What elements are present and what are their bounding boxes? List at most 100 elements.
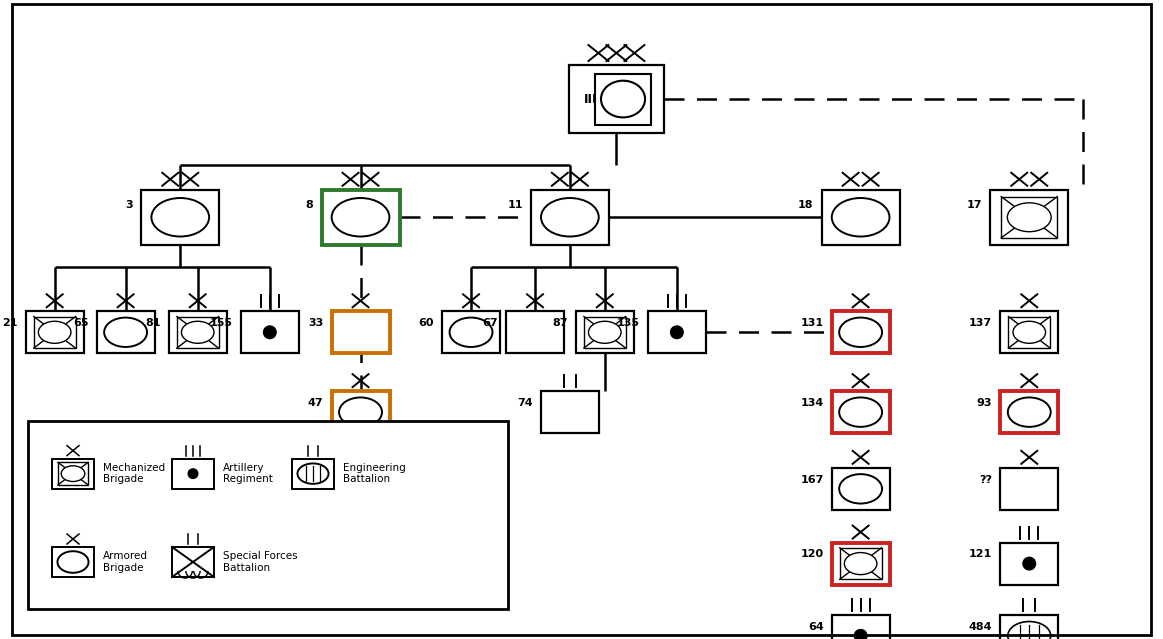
Text: 47: 47 bbox=[308, 398, 323, 408]
Ellipse shape bbox=[832, 198, 890, 236]
Text: 8: 8 bbox=[306, 200, 314, 210]
Bar bbox=[442, 311, 500, 353]
Bar bbox=[1008, 316, 1050, 348]
Bar bbox=[34, 316, 76, 348]
Bar bbox=[97, 311, 155, 353]
Bar bbox=[506, 311, 564, 353]
Bar bbox=[321, 190, 400, 245]
Ellipse shape bbox=[331, 198, 390, 236]
Text: 81: 81 bbox=[145, 318, 160, 328]
Ellipse shape bbox=[1008, 397, 1050, 427]
Ellipse shape bbox=[1008, 622, 1050, 639]
Bar bbox=[832, 468, 890, 510]
Text: 21: 21 bbox=[2, 318, 17, 328]
Bar bbox=[1001, 197, 1057, 238]
Bar bbox=[530, 190, 609, 245]
Text: 137: 137 bbox=[969, 318, 992, 328]
Text: 155: 155 bbox=[209, 318, 233, 328]
Bar bbox=[832, 543, 890, 585]
Ellipse shape bbox=[840, 397, 882, 427]
Circle shape bbox=[1023, 557, 1035, 570]
Ellipse shape bbox=[340, 397, 381, 427]
Ellipse shape bbox=[844, 553, 877, 574]
Text: ??: ?? bbox=[979, 475, 992, 484]
Ellipse shape bbox=[450, 318, 492, 347]
Text: III: III bbox=[584, 93, 598, 105]
Bar bbox=[1000, 468, 1058, 510]
Bar bbox=[177, 316, 219, 348]
Bar bbox=[990, 190, 1069, 245]
Ellipse shape bbox=[840, 474, 882, 504]
Ellipse shape bbox=[541, 198, 599, 236]
Ellipse shape bbox=[298, 463, 328, 484]
Bar bbox=[331, 468, 390, 510]
Circle shape bbox=[855, 629, 866, 639]
Text: 45: 45 bbox=[308, 475, 323, 484]
Text: 121: 121 bbox=[969, 550, 992, 559]
Text: Artillery
Regiment: Artillery Regiment bbox=[223, 463, 273, 484]
Ellipse shape bbox=[57, 551, 88, 573]
Ellipse shape bbox=[62, 466, 85, 482]
Text: 131: 131 bbox=[800, 318, 823, 328]
Text: 11: 11 bbox=[507, 200, 523, 210]
Bar bbox=[648, 311, 706, 353]
Text: 484: 484 bbox=[969, 622, 992, 631]
Text: 74: 74 bbox=[518, 398, 533, 408]
Text: 18: 18 bbox=[798, 200, 814, 210]
Bar bbox=[1000, 543, 1058, 585]
Bar bbox=[832, 311, 890, 353]
Bar bbox=[172, 459, 214, 489]
Text: 120: 120 bbox=[800, 550, 823, 559]
Bar bbox=[331, 311, 390, 353]
Bar bbox=[26, 311, 84, 353]
Bar bbox=[331, 391, 390, 433]
Ellipse shape bbox=[181, 321, 214, 343]
Bar bbox=[1000, 391, 1058, 433]
Ellipse shape bbox=[840, 318, 882, 347]
Ellipse shape bbox=[601, 81, 645, 118]
Text: Armored
Brigade: Armored Brigade bbox=[104, 551, 148, 573]
Text: 87: 87 bbox=[552, 318, 568, 328]
Bar bbox=[832, 615, 890, 639]
Bar bbox=[52, 459, 94, 489]
Bar bbox=[576, 311, 634, 353]
Ellipse shape bbox=[1007, 203, 1051, 232]
Ellipse shape bbox=[1013, 321, 1046, 343]
Bar bbox=[821, 190, 900, 245]
Ellipse shape bbox=[588, 321, 621, 343]
Bar bbox=[169, 311, 227, 353]
Text: 135: 135 bbox=[616, 318, 640, 328]
Bar bbox=[141, 190, 220, 245]
Bar bbox=[840, 548, 882, 580]
Bar bbox=[241, 311, 299, 353]
Bar bbox=[1000, 311, 1058, 353]
Text: 60: 60 bbox=[419, 318, 434, 328]
Text: Engineering
Battalion: Engineering Battalion bbox=[343, 463, 406, 484]
Text: 134: 134 bbox=[800, 398, 823, 408]
Bar bbox=[52, 547, 94, 577]
Circle shape bbox=[264, 326, 276, 339]
Text: 65: 65 bbox=[73, 318, 88, 328]
Bar bbox=[541, 391, 599, 433]
Bar bbox=[58, 463, 88, 485]
Text: 67: 67 bbox=[483, 318, 498, 328]
Ellipse shape bbox=[38, 321, 71, 343]
Bar bbox=[172, 547, 214, 577]
Ellipse shape bbox=[105, 318, 147, 347]
Bar bbox=[292, 459, 334, 489]
Text: 93: 93 bbox=[977, 398, 992, 408]
Bar bbox=[1000, 615, 1058, 639]
Text: 33: 33 bbox=[308, 318, 323, 328]
Bar bbox=[832, 391, 890, 433]
Circle shape bbox=[188, 469, 198, 479]
Bar bbox=[28, 421, 508, 609]
Text: 64: 64 bbox=[808, 622, 823, 631]
Ellipse shape bbox=[151, 198, 209, 236]
Text: 167: 167 bbox=[800, 475, 823, 484]
Bar bbox=[569, 65, 664, 133]
Bar bbox=[584, 316, 626, 348]
Circle shape bbox=[671, 326, 683, 339]
Text: Mechanized
Brigade: Mechanized Brigade bbox=[104, 463, 165, 484]
Text: 17: 17 bbox=[966, 200, 983, 210]
Text: 3: 3 bbox=[126, 200, 134, 210]
